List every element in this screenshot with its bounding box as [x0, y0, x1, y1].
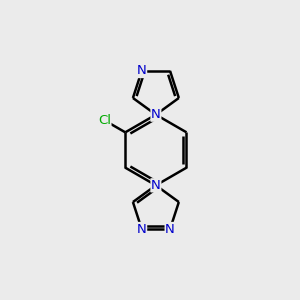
- Text: N: N: [151, 108, 161, 121]
- Text: N: N: [137, 223, 147, 236]
- Text: N: N: [165, 223, 175, 236]
- Text: N: N: [137, 64, 147, 77]
- Text: Cl: Cl: [98, 114, 111, 127]
- Text: N: N: [151, 179, 161, 192]
